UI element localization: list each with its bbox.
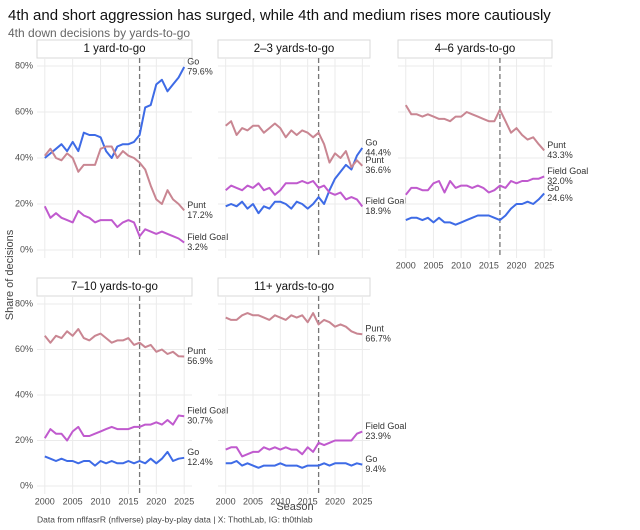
line bbox=[44, 145, 185, 212]
series-label: Punt bbox=[365, 324, 384, 334]
y-tick-label: 20% bbox=[15, 435, 33, 445]
value-label: 17.2% bbox=[187, 210, 213, 220]
series-label: Field Goal bbox=[365, 421, 406, 431]
x-tick-label: 2005 bbox=[63, 496, 83, 506]
x-tick-label: 2010 bbox=[451, 260, 471, 270]
y-axis-label: Share of decisions bbox=[4, 229, 16, 320]
x-tick-label: 2025 bbox=[174, 496, 194, 506]
x-tick-label: 2005 bbox=[423, 260, 443, 270]
line bbox=[225, 147, 364, 215]
x-tick-label: 2010 bbox=[270, 496, 290, 506]
value-label: 30.7% bbox=[187, 416, 213, 426]
panel-title: 4–6 yards-to-go bbox=[435, 43, 516, 55]
series-label: Field Goal bbox=[187, 232, 228, 242]
chart-subtitle: 4th down decisions by yards-to-go bbox=[8, 26, 190, 40]
y-tick-label: 0% bbox=[20, 480, 33, 490]
series-label: Go bbox=[547, 183, 559, 193]
panel-title: 2–3 yards-to-go bbox=[254, 43, 335, 55]
value-label: 79.6% bbox=[187, 66, 213, 76]
value-label: 3.2% bbox=[187, 242, 208, 252]
x-tick-label: 2015 bbox=[479, 260, 499, 270]
line bbox=[225, 430, 363, 458]
x-tick-label: 2015 bbox=[298, 496, 318, 506]
value-label: 9.4% bbox=[365, 464, 386, 474]
value-label: 32.0% bbox=[547, 176, 573, 186]
line bbox=[405, 175, 545, 196]
value-label: 12.4% bbox=[187, 457, 213, 467]
series-label: Field Goal bbox=[187, 406, 228, 416]
panel-title: 7–10 yards-to-go bbox=[71, 281, 158, 293]
x-tick-label: 2025 bbox=[534, 260, 554, 270]
line bbox=[225, 120, 364, 169]
series-label: Punt bbox=[187, 346, 206, 356]
value-label: 44.4% bbox=[365, 147, 391, 157]
x-tick-label: 2005 bbox=[243, 496, 263, 506]
panel-title: 1 yard-to-go bbox=[83, 43, 145, 55]
series-label: Go bbox=[187, 56, 199, 66]
series-label: Field Goal bbox=[365, 196, 406, 206]
chart-title: 4th and short aggression has surged, whi… bbox=[8, 7, 551, 24]
series-label: Punt bbox=[547, 140, 566, 150]
strip bbox=[36, 39, 193, 59]
strip bbox=[217, 39, 371, 59]
series-label: Field Goal bbox=[547, 166, 588, 176]
line bbox=[225, 312, 363, 336]
value-label: 66.7% bbox=[365, 334, 391, 344]
x-tick-label: 2000 bbox=[35, 496, 55, 506]
x-tick-label: 2020 bbox=[507, 260, 527, 270]
x-tick-label: 2020 bbox=[146, 496, 166, 506]
y-tick-label: 80% bbox=[15, 60, 33, 70]
line bbox=[44, 328, 185, 358]
series-label: Go bbox=[365, 137, 377, 147]
line bbox=[44, 450, 185, 467]
value-label: 18.9% bbox=[365, 206, 391, 216]
strip bbox=[397, 39, 553, 59]
x-tick-label: 2020 bbox=[325, 496, 345, 506]
series-label: Punt bbox=[187, 200, 206, 210]
line bbox=[43, 414, 185, 442]
strip bbox=[217, 277, 371, 297]
line bbox=[43, 205, 185, 244]
series-label: Go bbox=[365, 454, 377, 464]
series-label: Punt bbox=[365, 155, 384, 165]
y-tick-label: 60% bbox=[15, 106, 33, 116]
value-label: 43.3% bbox=[547, 150, 573, 160]
value-label: 23.9% bbox=[365, 431, 391, 441]
x-tick-label: 2015 bbox=[118, 496, 138, 506]
caption: Data from nflfasrR (nflverse) play-by-pl… bbox=[37, 514, 313, 524]
value-label: 56.9% bbox=[187, 356, 213, 366]
y-tick-label: 0% bbox=[20, 244, 33, 254]
value-label: 36.6% bbox=[365, 165, 391, 175]
x-tick-label: 2010 bbox=[91, 496, 111, 506]
line bbox=[225, 460, 363, 469]
x-tick-label: 2025 bbox=[352, 496, 372, 506]
line bbox=[405, 192, 545, 226]
x-tick-label: 2000 bbox=[396, 260, 416, 270]
panel-title: 11+ yards-to-go bbox=[254, 281, 334, 293]
value-label: 24.6% bbox=[547, 193, 573, 203]
x-axis-label: Season bbox=[276, 501, 313, 513]
y-tick-label: 40% bbox=[15, 152, 33, 162]
line bbox=[404, 104, 545, 152]
y-tick-label: 40% bbox=[15, 389, 33, 399]
line bbox=[225, 180, 364, 208]
x-tick-label: 2000 bbox=[216, 496, 236, 506]
y-tick-label: 80% bbox=[15, 298, 33, 308]
series-label: Go bbox=[187, 447, 199, 457]
strip bbox=[36, 277, 193, 297]
y-tick-label: 60% bbox=[15, 344, 33, 354]
y-tick-label: 20% bbox=[15, 198, 33, 208]
